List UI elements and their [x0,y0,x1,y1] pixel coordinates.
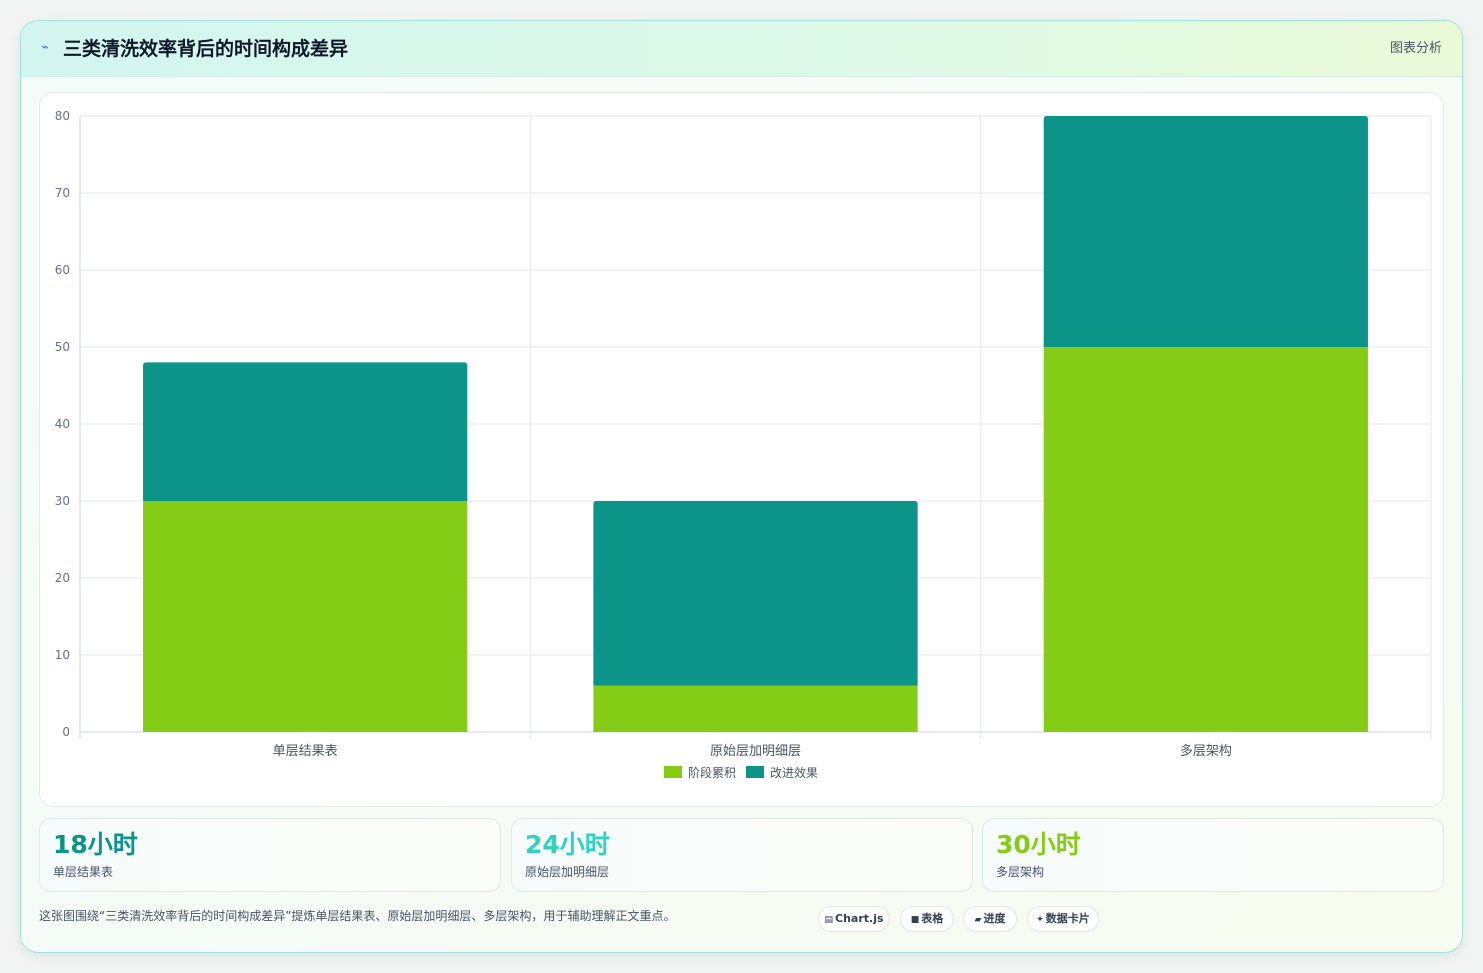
stat-card-multi-layer: 30小时 多层架构 [982,818,1444,892]
chip-label: 进度 [983,912,1006,925]
chip-label: 表格 [921,912,944,925]
bar-improve [143,362,468,501]
bar-stage [593,685,918,732]
page-title: 三类清洗效率背后的时间构成差异 [63,38,349,60]
chart-card: ⌁ 三类清洗效率背后的时间构成差异 图表分析 0 10 20 30 40 50 60 70 80… [20,20,1463,953]
y-tick-label: 30 [55,494,70,508]
stat-label: 多层架构 [996,865,1045,879]
header-tag: 图表分析 [1389,41,1442,56]
bar-improve [1043,116,1368,347]
y-tick-label: 80 [55,109,70,123]
bar-stage [1043,347,1368,732]
stat-card-single-layer: 18小时 单层结果表 [39,818,501,892]
stat-label: 原始层加明细层 [525,865,610,879]
legend-swatch [746,766,764,778]
y-tick-label: 20 [55,571,70,585]
y-tick-label: 60 [55,263,70,277]
chart-icon: ▤ [824,915,833,925]
legend-swatch [664,766,682,778]
chart-panel: 0 10 20 30 40 50 60 70 80 单层结果表 原始层加明细层 多层架构阶段累积 改进效… [39,92,1444,807]
stat-label: 单层结果表 [53,865,114,879]
stat-card-raw-detail: 24小时 原始层加明细层 [511,818,973,892]
legend-label: 改进效果 [770,765,818,780]
chip-label: Chart.js [835,912,884,925]
chip-progress[interactable]: ▰ 进度 [963,906,1017,932]
legend-label: 阶段累积 [688,765,736,780]
progress-icon: ▰ [974,915,982,925]
y-tick-label: 0 [62,725,70,739]
x-tick-label: 单层结果表 [273,744,338,759]
bar-stage [143,501,468,732]
x-tick-label: 多层架构 [1180,743,1232,759]
y-tick-label: 50 [55,340,70,354]
chip-chartjs[interactable]: ▤ Chart.js [818,906,890,932]
chip-table[interactable]: ■ 表格 [900,906,954,932]
sparkle-icon: ✦ [1036,915,1044,925]
x-tick-label: 原始层加明细层 [710,744,801,759]
stat-value: 30小时 [996,830,1081,859]
stat-value: 24小时 [525,830,610,859]
y-tick-label: 40 [55,417,70,431]
y-tick-label: 70 [55,186,70,200]
y-tick-label: 10 [55,648,70,662]
chip-data-card[interactable]: ✦ 数据卡片 [1027,906,1099,932]
table-icon: ■ [910,915,920,925]
card-header: ⌁ 三类清洗效率背后的时间构成差异 图表分析 [21,21,1462,77]
lightning-icon: ⌁ [41,40,49,55]
stat-value: 18小时 [53,830,138,859]
chip-label: 数据卡片 [1045,912,1090,925]
chart-caption: 这张图围绕“三类清洗效率背后的时间构成差异”提炼单层结果表、原始层加明细层、多层… [39,909,676,923]
bar-improve [593,501,918,686]
